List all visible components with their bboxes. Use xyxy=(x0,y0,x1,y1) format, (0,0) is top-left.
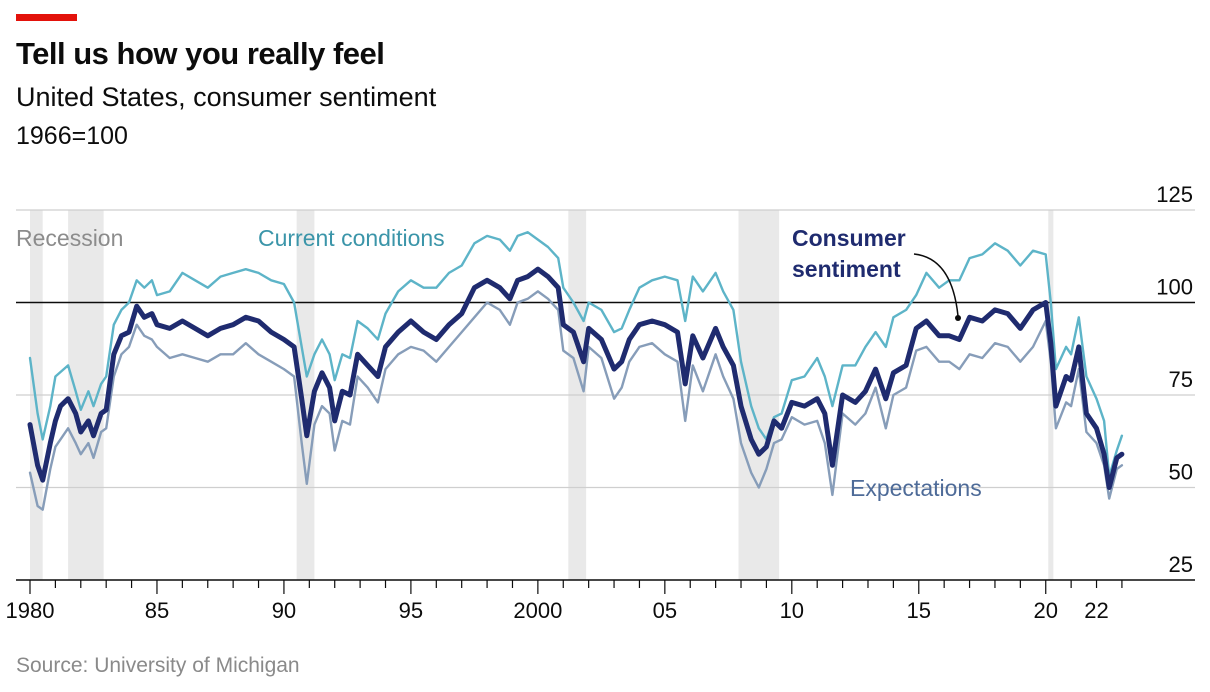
chart-subtitle: United States, consumer sentiment xyxy=(16,82,437,112)
x-tick-label-85: 85 xyxy=(145,598,169,623)
x-tick-label-95: 95 xyxy=(399,598,423,623)
x-tick-label-90: 90 xyxy=(272,598,296,623)
chart-unit-label: 1966=100 xyxy=(16,122,128,150)
y-tick-label-125: 125 xyxy=(1156,182,1193,207)
consumer-sentiment-callout-line xyxy=(913,253,959,317)
recession-label: Recession xyxy=(16,225,123,251)
x-tick-label-15: 15 xyxy=(907,598,931,623)
current-conditions-line xyxy=(28,230,1124,478)
y-tick-label-75: 75 xyxy=(1169,367,1193,392)
y-tick-label-100: 100 xyxy=(1156,275,1193,300)
expectations-label: Expectations xyxy=(850,475,982,501)
expectations-line xyxy=(28,290,1124,511)
grid-lines: 25 50 75 100 125 xyxy=(16,182,1195,577)
current-conditions-label: Current conditions xyxy=(258,225,445,251)
x-tick-label-22: 22 xyxy=(1084,598,1108,623)
chart-title: Tell us how you really feel xyxy=(16,36,385,71)
consumer-sentiment-label-line2: sentiment xyxy=(792,256,901,282)
series-lines xyxy=(27,230,1125,511)
line-chart: 25 50 75 100 125 1980 85 90 95 2000 05 10 15 20 22 Re… xyxy=(6,182,1195,623)
source-note: Source: University of Michigan xyxy=(16,654,300,677)
x-tick-label-2000: 2000 xyxy=(513,598,562,623)
x-tick-label-10: 10 xyxy=(780,598,804,623)
consumer-sentiment-line xyxy=(27,266,1125,490)
chart-labels: Recession Current conditions Consumer se… xyxy=(16,225,982,501)
brand-accent-bar xyxy=(16,14,77,21)
x-tick-label-20: 20 xyxy=(1033,598,1057,623)
consumer-sentiment-label-line1: Consumer xyxy=(792,225,906,251)
y-tick-label-50: 50 xyxy=(1169,460,1193,485)
y-tick-label-25: 25 xyxy=(1169,552,1193,577)
x-tick-label-05: 05 xyxy=(653,598,677,623)
callout-dot xyxy=(955,315,961,321)
x-tick-label-1980: 1980 xyxy=(6,598,55,623)
x-axis: 1980 85 90 95 2000 05 10 15 20 22 xyxy=(6,579,1195,623)
